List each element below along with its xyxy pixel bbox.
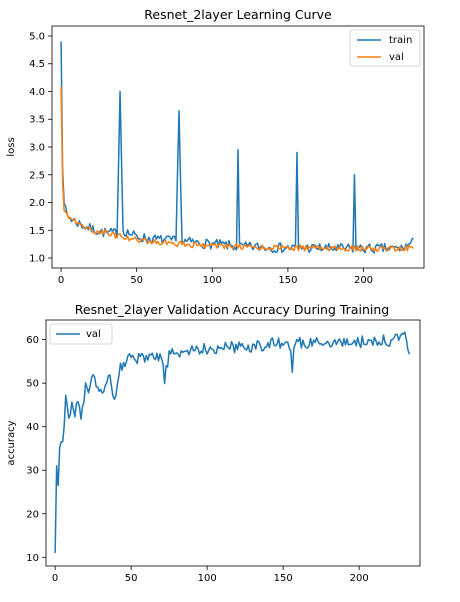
loss-plot-series — [60, 41, 414, 254]
accuracy-y-tick-label: 30 — [26, 466, 39, 477]
accuracy-x-tick-label: 50 — [125, 573, 138, 584]
loss-y-tick-label: 4.5 — [29, 59, 45, 70]
loss-y-tick-label: 1.5 — [29, 226, 45, 237]
loss-legend-val-label: val — [389, 52, 404, 63]
accuracy-chart: Resnet_2layer Validation Accuracy During… — [6, 302, 421, 584]
accuracy-legend-box — [49, 323, 113, 345]
loss-y-tick-label: 3.5 — [29, 115, 45, 126]
accuracy-y-ticks: 10 20 30 40 50 60 — [26, 335, 46, 564]
accuracy-y-tick-label: 60 — [26, 335, 39, 346]
accuracy-x-tick-label: 150 — [274, 573, 293, 584]
loss-legend: train val — [349, 29, 421, 67]
accuracy-legend-val-label: val — [86, 329, 101, 340]
accuracy-x-tick-label: 0 — [52, 573, 58, 584]
loss-y-tick-label: 1.0 — [29, 254, 45, 265]
accuracy-y-tick-label: 10 — [26, 553, 39, 564]
loss-y-tick-label: 2.0 — [29, 198, 45, 209]
loss-x-tick-label: 0 — [58, 275, 64, 286]
loss-legend-train-label: train — [389, 35, 412, 46]
accuracy-series-val-line — [54, 331, 411, 553]
loss-series-val-line — [60, 87, 414, 252]
loss-x-ticks: 0 50 100 150 200 — [58, 268, 373, 286]
accuracy-y-tick-label: 40 — [26, 422, 39, 433]
loss-y-tick-label: 5.0 — [29, 31, 45, 42]
accuracy-x-tick-label: 200 — [350, 573, 369, 584]
loss-series-train-line — [60, 41, 414, 254]
loss-y-ticks: 1.0 1.5 2.0 2.5 3.0 3.5 4.0 4.5 5.0 — [29, 31, 52, 265]
accuracy-y-tick-label: 20 — [26, 509, 39, 520]
loss-y-label: loss — [6, 137, 17, 156]
accuracy-x-tick-label: 100 — [198, 573, 217, 584]
loss-x-tick-label: 100 — [203, 275, 222, 286]
loss-x-tick-label: 50 — [130, 275, 143, 286]
loss-y-tick-label: 2.5 — [29, 170, 45, 181]
accuracy-legend: val — [49, 323, 113, 345]
loss-x-tick-label: 150 — [278, 275, 297, 286]
accuracy-y-label: accuracy — [6, 420, 17, 465]
accuracy-plot-frame — [45, 319, 421, 567]
accuracy-plot-series — [54, 331, 411, 553]
loss-y-tick-label: 4.0 — [29, 87, 45, 98]
accuracy-chart-title: Resnet_2layer Validation Accuracy During… — [75, 302, 389, 317]
loss-y-tick-label: 3.0 — [29, 143, 45, 154]
loss-chart: Resnet_2layer Learning Curve 0 50 100 150 20… — [6, 7, 425, 286]
loss-chart-title: Resnet_2layer Learning Curve — [144, 7, 332, 22]
loss-x-tick-label: 200 — [354, 275, 373, 286]
accuracy-y-tick-label: 50 — [26, 379, 39, 390]
accuracy-x-ticks: 0 50 100 150 200 — [52, 566, 369, 584]
